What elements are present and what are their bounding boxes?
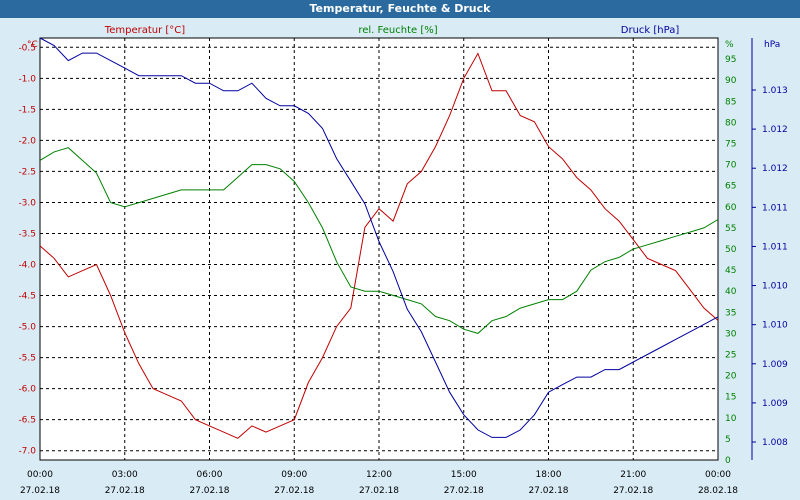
humidity-tick-label: 20 [725, 372, 737, 382]
humidity-tick-label: 55 [725, 224, 736, 234]
humidity-tick-label: 35 [725, 308, 736, 318]
humidity-tick-label: 5 [725, 435, 731, 445]
x-time-label: 21:00 [620, 470, 646, 480]
humidity-unit-label: % [725, 40, 734, 50]
x-date-label: 27.02.18 [189, 486, 229, 496]
humidity-tick-label: 70 [725, 161, 737, 171]
humidity-tick-label: 45 [725, 266, 736, 276]
humidity-series-line [39, 147, 719, 334]
pressure-tick-label: 1.010 [762, 321, 788, 331]
temperature-tick-label: -4.5 [18, 292, 36, 302]
pressure-series-line [39, 37, 719, 438]
humidity-tick-label: 25 [725, 351, 736, 361]
pressure-tick-label: 1.010 [762, 282, 788, 292]
temperature-tick-label: -3.0 [18, 198, 36, 208]
pressure-tick-label: 1.012 [762, 125, 788, 135]
x-date-label: 27.02.18 [105, 486, 145, 496]
pressure-tick-label: 1.013 [762, 86, 788, 96]
temperature-tick-label: -5.5 [18, 354, 36, 364]
temperature-series-line [39, 52, 719, 439]
temperature-tick-label: -3.5 [18, 229, 36, 239]
pressure-tick-label: 1.008 [762, 438, 788, 448]
x-date-label: 27.02.18 [613, 486, 653, 496]
temperature-axis-title: Temperatur [°C] [104, 25, 185, 36]
humidity-tick-label: 10 [725, 414, 737, 424]
x-time-label: 06:00 [197, 470, 223, 480]
temperature-tick-label: -2.0 [18, 136, 36, 146]
x-date-label: 28.02.18 [698, 486, 738, 496]
x-date-label: 27.02.18 [528, 486, 568, 496]
axis-labels: 00:00 27.02.18 03:00 27.02.18 06:00 27.02.18 0… [18, 43, 788, 496]
pressure-unit-label: hPa [764, 40, 780, 50]
x-time-label: 00:00 [27, 470, 53, 480]
temperature-tick-label: -2.5 [18, 167, 36, 177]
x-time-label: 18:00 [536, 470, 562, 480]
x-time-label: 00:00 [705, 470, 731, 480]
x-date-label: 27.02.18 [444, 486, 484, 496]
humidity-tick-label: 40 [725, 287, 737, 297]
humidity-tick-label: 90 [725, 76, 737, 86]
temperature-tick-label: -6.0 [18, 385, 36, 395]
temperature-tick-label: -1.0 [18, 74, 36, 84]
pressure-tick-label: 1.012 [762, 164, 788, 174]
x-date-label: 27.02.18 [20, 486, 60, 496]
temperature-tick-label: -0.5 [18, 43, 36, 53]
x-time-label: 09:00 [281, 470, 307, 480]
x-time-label: 15:00 [451, 470, 477, 480]
humidity-tick-label: 75 [725, 140, 736, 150]
temperature-tick-label: -1.5 [18, 105, 36, 115]
grid-lines [40, 38, 718, 460]
pressure-tick-label: 1.011 [762, 242, 788, 252]
temperature-tick-label: -6.5 [18, 416, 36, 426]
humidity-tick-label: 50 [725, 245, 737, 255]
x-date-label: 27.02.18 [274, 486, 314, 496]
temperature-tick-label: -7.0 [18, 447, 36, 457]
humidity-tick-label: 65 [725, 182, 736, 192]
pressure-axis-title: Druck [hPa] [621, 25, 680, 36]
x-date-label: 27.02.18 [359, 486, 399, 496]
humidity-axis-title: rel. Feuchte [%] [358, 25, 437, 36]
temperature-unit-label: °C [27, 40, 38, 50]
temperature-tick-label: -5.0 [18, 323, 36, 333]
humidity-tick-label: 85 [725, 97, 736, 107]
humidity-tick-label: 15 [725, 393, 736, 403]
pressure-tick-label: 1.009 [762, 360, 788, 370]
series-lines [39, 37, 719, 439]
x-time-label: 12:00 [366, 470, 392, 480]
x-time-label: 03:00 [112, 470, 138, 480]
humidity-tick-label: 0 [725, 456, 731, 466]
humidity-tick-label: 95 [725, 55, 736, 65]
pressure-tick-label: 1.011 [762, 203, 788, 213]
humidity-tick-label: 80 [725, 118, 737, 128]
humidity-tick-label: 60 [725, 203, 737, 213]
pressure-tick-label: 1.009 [762, 399, 788, 409]
temperature-tick-label: -4.0 [18, 261, 36, 271]
humidity-tick-label: 30 [725, 329, 737, 339]
chart-title: Temperatur, Feuchte & Druck [0, 0, 800, 18]
